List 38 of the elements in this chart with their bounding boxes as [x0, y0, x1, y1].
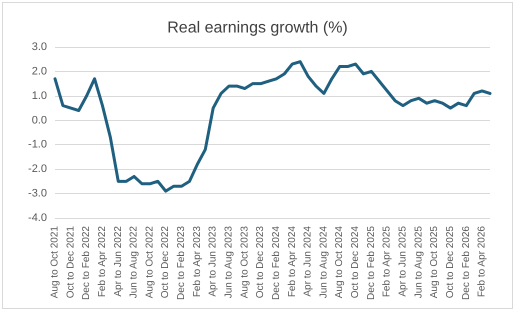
x-tick-label: Jun to Aug 2025	[413, 226, 424, 298]
x-tick-label: Oct to Dec 2021	[65, 226, 76, 298]
x-tick-label: Apr to Jun 2023	[208, 226, 219, 297]
y-tick-label: -2.0	[28, 163, 47, 176]
y-tick-label: 0.0	[32, 114, 47, 126]
x-tick-label: Dec to Feb 2023	[176, 226, 188, 300]
x-tick-label: Aug to Oct 2024	[334, 226, 346, 298]
x-tick-label: Feb to Apr 2024	[286, 226, 298, 298]
y-tick-label: -4.0	[28, 212, 47, 224]
y-tick-label: 1.0	[32, 90, 47, 102]
y-tick-label: 3.0	[32, 41, 47, 53]
x-tick-label: Apr to Jun 2022	[112, 226, 124, 297]
x-tick-label: Oct to Dec 2022	[160, 226, 172, 298]
x-tick-label: Feb to Apr 2023	[192, 226, 203, 298]
y-tick-label: 2.0	[32, 65, 47, 78]
x-tick-label: Dec to Feb 2024	[270, 226, 282, 300]
x-tick-label: Dec to Feb 2026	[460, 226, 472, 300]
x-tick-label: Aug to Oct 2021	[50, 226, 60, 298]
x-tick-label: Feb to Apr 2025	[382, 226, 393, 298]
line-series	[54, 60, 492, 193]
x-tick-label: Oct to Dec 2023	[255, 226, 266, 298]
x-tick-label: Oct to Dec 2024	[350, 226, 362, 298]
x-tick-label: Oct to Dec 2025	[444, 226, 456, 298]
x-tick-label: Aug to Oct 2023	[239, 226, 250, 298]
x-tick-label: Jun to Aug 2022	[128, 226, 140, 298]
x-tick-label: Apr to Jun 2025	[398, 226, 408, 297]
x-tick-label: Dec to Feb 2025	[366, 226, 377, 300]
x-tick-label: Feb to Apr 2022	[96, 226, 108, 298]
chart-title: Real earnings growth (%)	[167, 20, 348, 36]
y-tick-label: -1.0	[28, 138, 47, 151]
y-tick-label: -3.0	[28, 188, 47, 200]
x-tick-label: Apr to Jun 2024	[302, 226, 314, 297]
x-tick-label: Jun to Aug 2024	[318, 226, 330, 298]
x-tick-label: Dec to Feb 2022	[81, 226, 92, 300]
x-tick-label: Jun to Aug 2023	[224, 226, 234, 298]
x-tick-label: Aug to Oct 2025	[429, 226, 440, 298]
x-tick-label: Feb to Apr 2026	[476, 226, 488, 298]
x-tick-label: Aug to Oct 2022	[144, 226, 156, 298]
